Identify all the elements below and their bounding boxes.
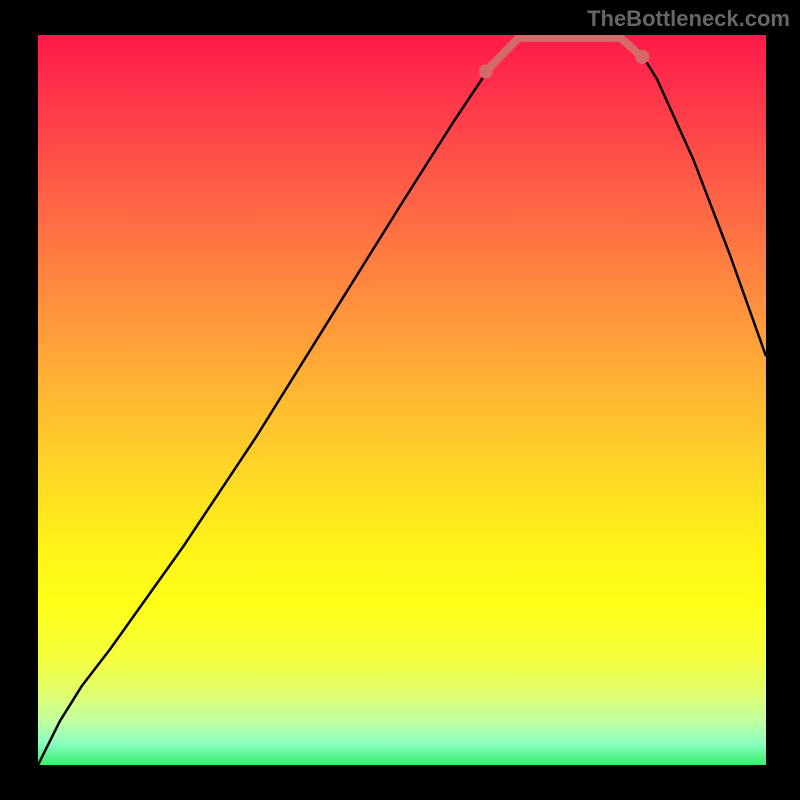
chart-container: TheBottleneck.com: [0, 0, 800, 800]
curve-overlay: [38, 35, 766, 765]
watermark-text: TheBottleneck.com: [587, 6, 790, 32]
plot-area: [38, 35, 766, 765]
